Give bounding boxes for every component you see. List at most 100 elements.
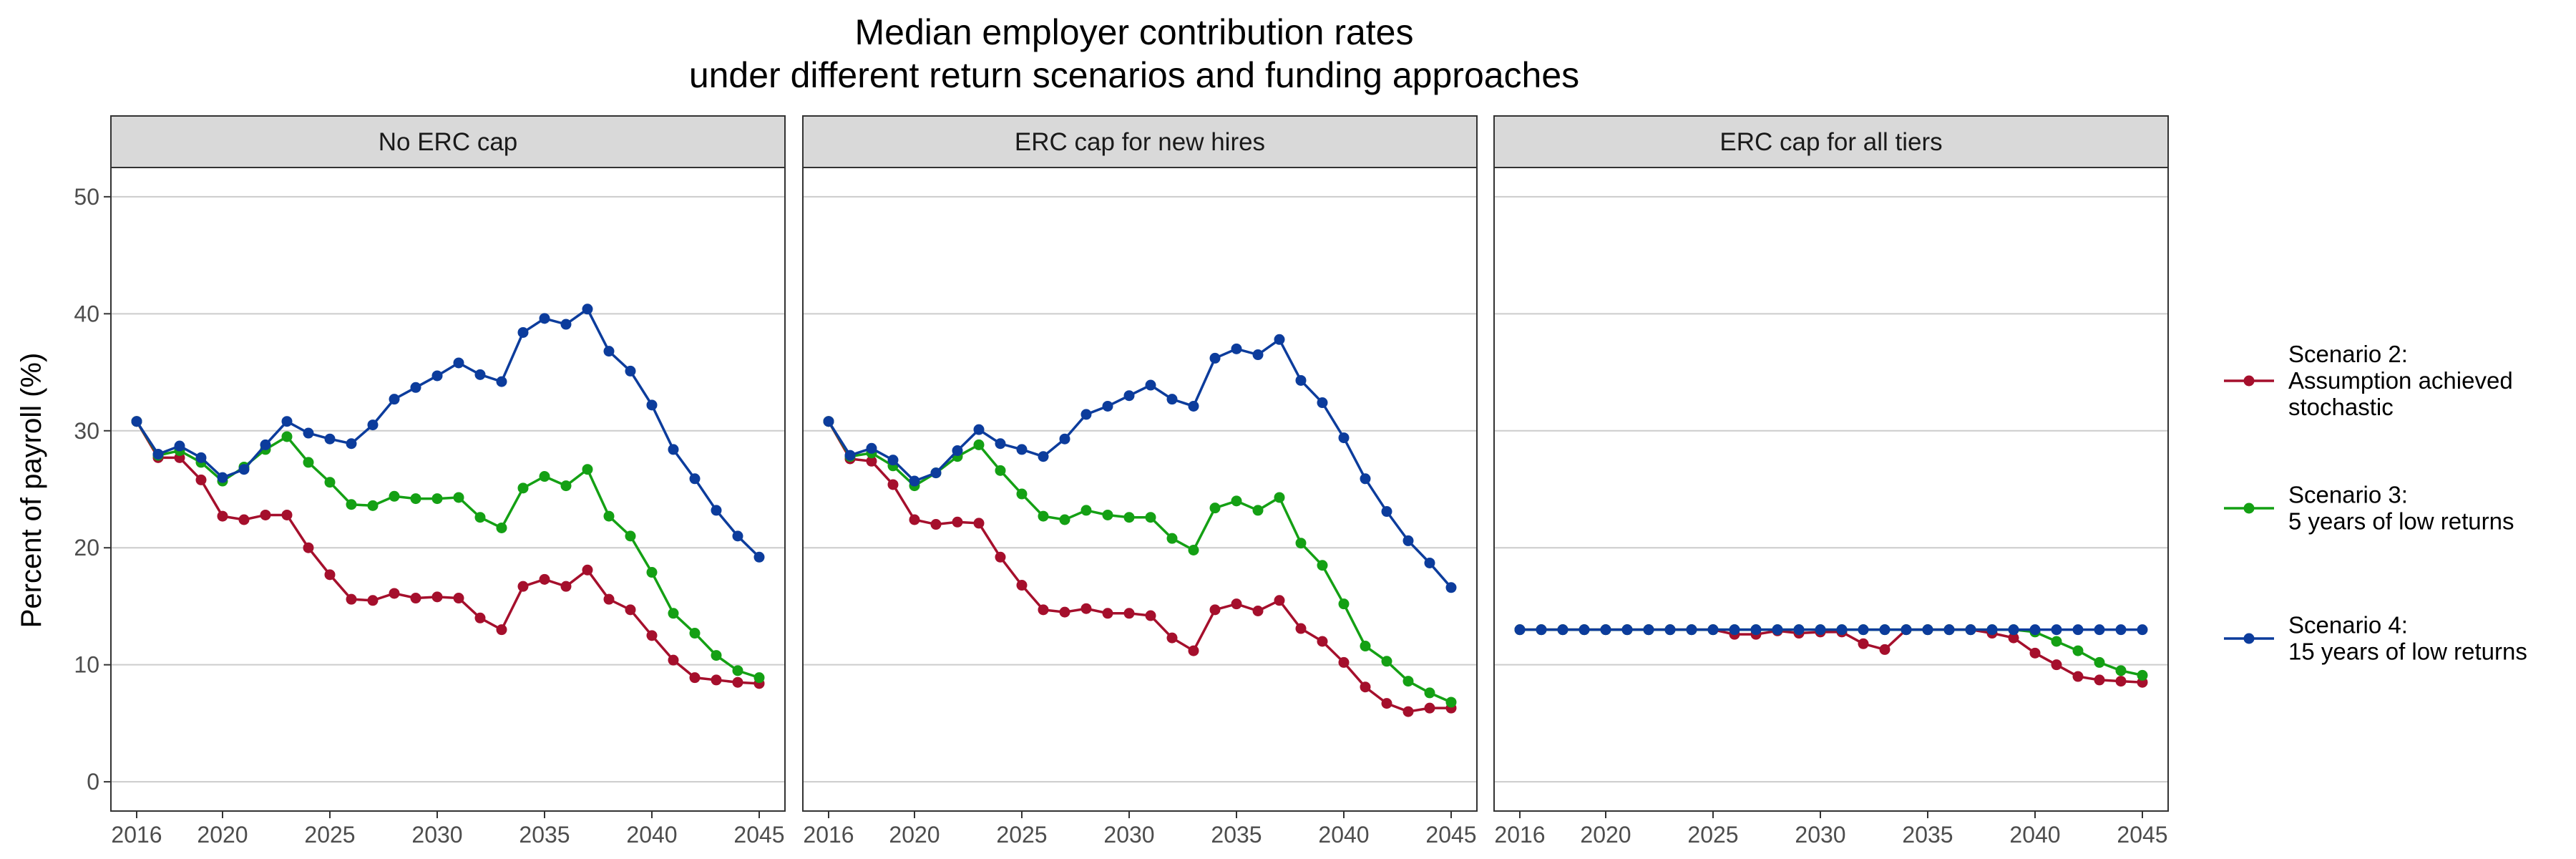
data-point	[1209, 352, 1221, 364]
x-tick-label: 2030	[1103, 822, 1154, 848]
data-point	[1664, 624, 1676, 636]
data-point	[1059, 514, 1070, 525]
data-point	[823, 416, 834, 427]
data-point	[995, 551, 1006, 563]
series-line	[135, 420, 760, 685]
series-2	[1514, 624, 2148, 688]
data-point	[174, 440, 185, 452]
panel-2: ERC cap for new hires 2016 2020 2025 2030 203…	[802, 115, 1478, 848]
data-point	[1145, 610, 1156, 621]
data-point	[1381, 698, 1392, 709]
data-point	[1252, 349, 1264, 361]
legend-key-point	[2243, 503, 2255, 514]
data-point	[1922, 624, 1933, 636]
data-point	[1815, 624, 1826, 636]
x-tick-label: 2045	[733, 822, 784, 848]
x-tick-label: 2016	[111, 822, 162, 848]
data-point	[1445, 697, 1457, 708]
data-point	[2115, 665, 2127, 676]
data-point	[668, 444, 679, 455]
data-point	[909, 514, 920, 525]
data-point	[1166, 632, 1178, 644]
x-tick-label: 2040	[1318, 822, 1369, 848]
data-point	[539, 471, 550, 482]
data-point	[453, 357, 464, 369]
data-point	[410, 382, 421, 393]
data-point	[930, 467, 942, 479]
x-tick-label: 2016	[803, 822, 854, 848]
data-point	[646, 567, 658, 578]
x-tick-label: 2025	[1687, 822, 1738, 848]
data-point	[1016, 444, 1028, 455]
x-tick-label: 2045	[1425, 822, 1476, 848]
x-tick-label: 2045	[2117, 822, 2167, 848]
data-point	[1016, 580, 1028, 591]
legend-key-point	[2243, 375, 2255, 387]
data-point	[560, 480, 572, 492]
data-point	[1360, 681, 1371, 693]
data-point	[1424, 687, 1435, 699]
data-point	[1038, 604, 1049, 616]
data-point	[324, 477, 336, 488]
series-line	[135, 420, 760, 679]
data-point	[453, 593, 464, 604]
x-tick-label: 2035	[1211, 822, 1262, 848]
data-point	[1252, 505, 1264, 516]
y-tick-label: 0	[87, 769, 99, 795]
x-tick-label: 2016	[1494, 822, 1545, 848]
data-point	[1381, 656, 1392, 667]
data-point	[496, 376, 507, 387]
data-point	[496, 624, 507, 636]
data-point	[1102, 608, 1113, 619]
data-point	[995, 465, 1006, 476]
data-point	[1274, 492, 1285, 503]
data-point	[1536, 624, 1547, 636]
x-tick-label: 2035	[519, 822, 570, 848]
data-point	[2072, 624, 2084, 636]
data-point	[995, 438, 1006, 450]
data-point	[844, 450, 856, 461]
data-point	[866, 442, 877, 454]
data-point	[1145, 379, 1156, 391]
series-2	[823, 416, 1457, 717]
data-point	[1166, 394, 1178, 405]
data-point	[952, 516, 963, 528]
data-point	[1038, 510, 1049, 522]
data-point	[711, 674, 722, 686]
data-point	[367, 595, 379, 606]
data-point	[1858, 624, 1869, 636]
data-point	[1188, 400, 1199, 412]
data-point	[2072, 645, 2084, 656]
x-tick-label: 2025	[304, 822, 355, 848]
legend-entry-3: Scenario 3: 5 years of low returns	[2224, 482, 2514, 535]
data-point	[689, 628, 701, 639]
series-3	[823, 416, 1457, 708]
data-point	[1686, 624, 1697, 636]
data-point	[603, 510, 615, 522]
data-point	[303, 542, 314, 553]
data-point	[560, 581, 572, 592]
data-point	[367, 419, 379, 431]
data-point	[625, 530, 636, 542]
data-point	[2051, 636, 2062, 647]
data-point	[1424, 702, 1435, 714]
series-line	[1520, 628, 2143, 677]
data-point	[1879, 624, 1890, 636]
data-point	[410, 493, 421, 505]
data-point	[1338, 432, 1350, 444]
data-point	[1729, 624, 1740, 636]
y-tick-label: 50	[74, 184, 99, 210]
data-point	[260, 439, 271, 450]
data-point	[1707, 624, 1719, 636]
data-point	[346, 499, 357, 510]
data-point	[646, 399, 658, 411]
legend-label: Scenario 4: 15 years of low returns	[2288, 612, 2527, 665]
data-point	[2008, 624, 2019, 636]
series-4	[1514, 624, 2148, 636]
y-tick-label: 40	[74, 301, 99, 326]
data-point	[281, 431, 293, 442]
legend-entry-4: Scenario 4: 15 years of low returns	[2224, 612, 2527, 665]
data-point	[1016, 488, 1028, 500]
data-point	[711, 505, 722, 516]
data-point	[1080, 505, 1092, 516]
